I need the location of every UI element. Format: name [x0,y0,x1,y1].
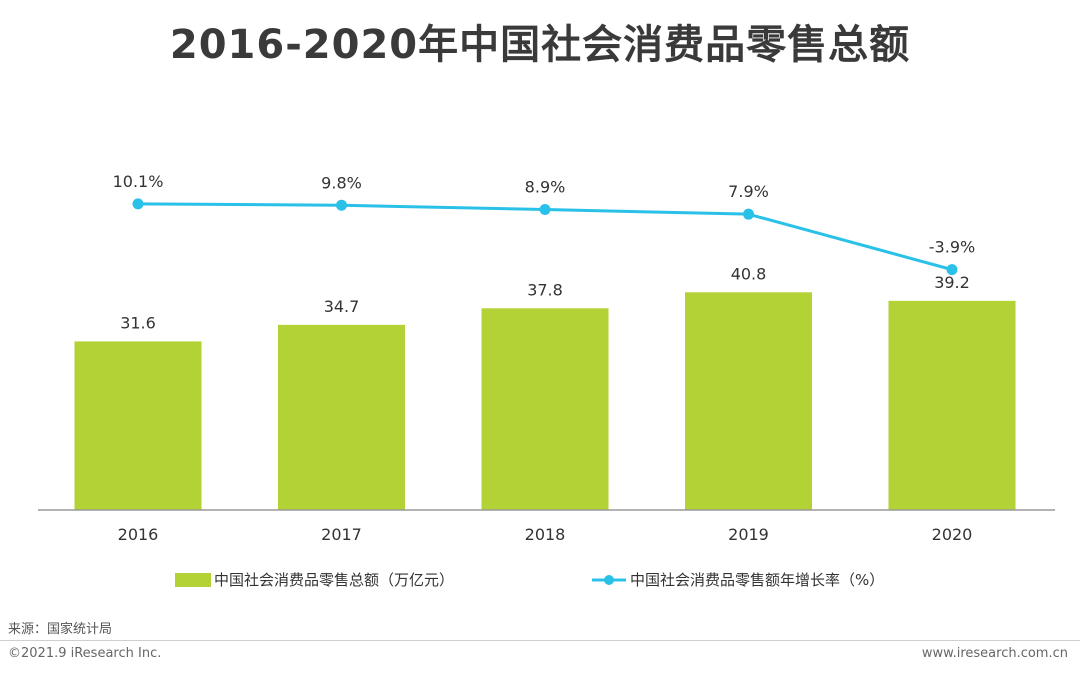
bar-2017 [278,324,405,510]
bar-2019 [685,292,812,510]
chart-title: 2016-2020年中国社会消费品零售总额 [169,22,911,68]
line-point-2020 [946,264,958,276]
line-point-2019 [743,208,754,220]
line-point-2018 [539,203,551,215]
legend-line-marker [604,575,614,585]
x-tick-2017: 2017 [321,525,362,544]
line-series [132,198,958,276]
bar-label-2017: 34.7 [324,297,360,316]
bar-2020 [888,300,1016,510]
copyright: ©2021.9 iResearch Inc. [8,646,162,661]
bar-label-2019: 40.8 [731,264,767,283]
x-tick-2018: 2018 [525,525,566,544]
line-value-labels: 10.1% 9.8% 8.9% 7.9% -3.9% [113,172,976,257]
legend-bar-swatch [175,573,211,587]
bar-2018 [481,308,609,510]
source-note: 来源：国家统计局 [8,622,113,637]
bar-label-2018: 37.8 [527,280,563,299]
legend: 中国社会消费品零售总额（万亿元） 中国社会消费品零售额年增长率（%） [175,571,884,589]
line-label-2020: -3.9% [929,238,975,257]
website: www.iresearch.com.cn [921,646,1068,661]
x-tick-2016: 2016 [118,525,159,544]
line-label-2016: 10.1% [113,172,164,191]
line-point-2016 [132,198,144,210]
bar-value-labels: 31.6 34.7 37.8 40.8 39.2 [120,264,970,332]
x-tick-2019: 2019 [728,525,769,544]
line-label-2017: 9.8% [321,173,362,192]
bar-series [74,292,1016,510]
footer-divider [0,640,1080,641]
line-point-2017 [336,199,347,211]
legend-bar-label: 中国社会消费品零售总额（万亿元） [214,571,454,589]
bar-label-2016: 31.6 [120,313,156,332]
line-label-2018: 8.9% [525,177,566,196]
legend-line-label: 中国社会消费品零售额年增长率（%） [630,571,884,589]
bar-2016 [74,341,202,510]
bar-label-2020: 39.2 [934,273,970,292]
line-label-2019: 7.9% [728,182,769,201]
x-tick-2020: 2020 [932,525,973,544]
x-tick-labels: 2016 2017 2018 2019 2020 [118,525,973,544]
